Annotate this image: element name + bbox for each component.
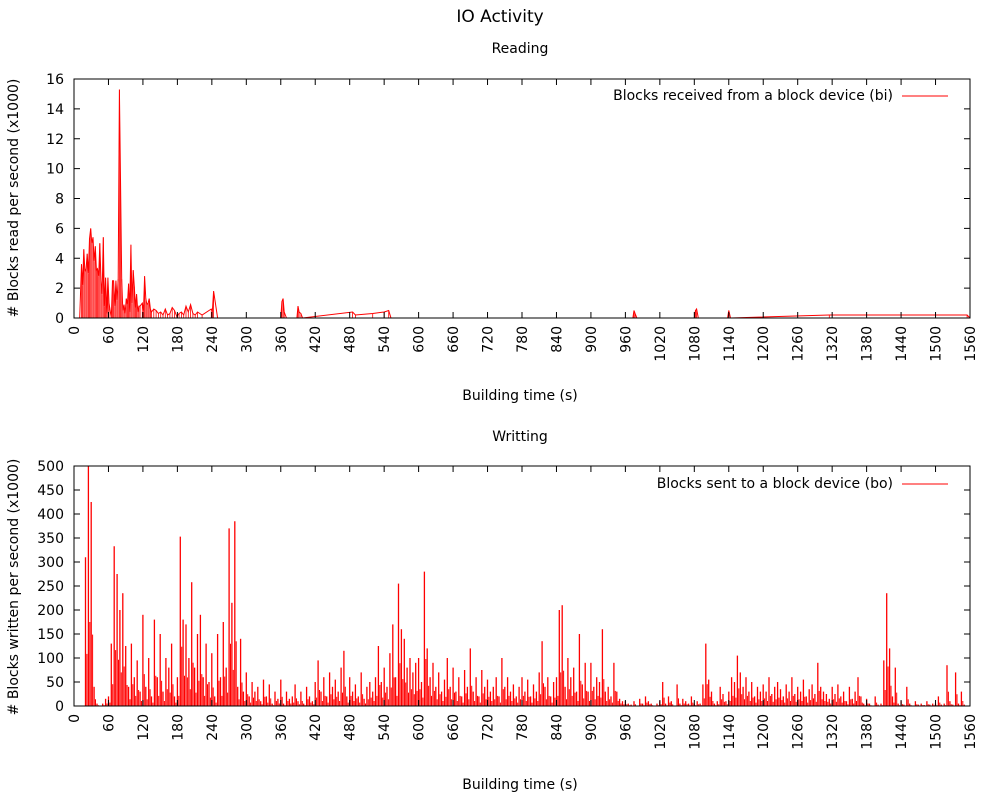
writing-y-tick-label: 400 — [37, 507, 64, 523]
writing-x-tick-label: 300 — [239, 714, 255, 741]
reading-x-tick-label: 840 — [549, 326, 565, 353]
writing-x-tick-label: 900 — [584, 714, 600, 741]
reading-series-line — [79, 89, 971, 319]
writing-legend-label: Blocks sent to a block device (bo) — [657, 476, 893, 492]
writing-y-tick-label: 450 — [37, 483, 64, 499]
figure-title: IO Activity — [456, 7, 543, 27]
writing-x-tick-label: 1500 — [929, 714, 945, 750]
reading-y-tick-label: 8 — [55, 192, 64, 208]
reading-series — [79, 89, 971, 319]
reading-y-tick-label: 12 — [46, 132, 64, 148]
reading-x-tick-label: 1080 — [687, 326, 703, 362]
writing-x-tick-label: 420 — [308, 714, 324, 741]
reading-x-tick-label: 240 — [205, 326, 221, 353]
writing-x-tick-label: 1140 — [722, 714, 738, 750]
writing-x-tick-label: 0 — [67, 714, 83, 723]
reading-x-tick-label: 480 — [343, 326, 359, 353]
writing-x-tick-label: 1260 — [791, 714, 807, 750]
writing-y-tick-label: 0 — [55, 699, 64, 715]
reading-plot-frame — [73, 78, 971, 319]
reading-x-tick-label: 1500 — [929, 326, 945, 362]
writing-x-tick-label: 120 — [136, 714, 152, 741]
reading-y-tick-label: 14 — [46, 102, 64, 118]
reading-x-tick-label: 720 — [481, 326, 497, 353]
reading-x-tick-label: 1440 — [894, 326, 910, 362]
writing-x-tick-label: 1440 — [894, 714, 910, 750]
reading-x-tick-label: 1140 — [722, 326, 738, 362]
reading-x-tick-label: 1200 — [756, 326, 772, 362]
reading-y-tick-label: 2 — [55, 281, 64, 297]
writing-plot-title: Writting — [492, 429, 548, 445]
writing-x-tick-label: 60 — [101, 714, 117, 732]
writing-x-tick-label: 840 — [549, 714, 565, 741]
writing-x-tick-label: 360 — [274, 714, 290, 741]
writing-y-tick-label: 100 — [37, 651, 64, 667]
writing-plot-frame — [73, 465, 971, 707]
reading-y-tick-label: 0 — [55, 311, 64, 327]
reading-x-tick-label: 0 — [67, 326, 83, 335]
reading-plot: Reading Building time (s) # Blocks read … — [6, 41, 979, 404]
writing-x-tick-label: 240 — [205, 714, 221, 741]
writing-x-tick-label: 480 — [343, 714, 359, 741]
writing-y-axis-label: # Blocks written per second (x1000) — [6, 459, 22, 716]
reading-x-tick-label: 600 — [412, 326, 428, 353]
reading-x-tick-label: 1380 — [860, 326, 876, 362]
reading-x-tick-label: 1320 — [825, 326, 841, 362]
reading-x-tick-label: 1560 — [963, 326, 979, 362]
reading-x-tick-label: 1020 — [653, 326, 669, 362]
reading-x-tick-label: 780 — [515, 326, 531, 353]
reading-x-tick-label: 360 — [274, 326, 290, 353]
reading-y-tick-label: 10 — [46, 162, 64, 178]
writing-series — [84, 466, 967, 706]
writing-x-tick-label: 780 — [515, 714, 531, 741]
writing-x-tick-label: 1080 — [687, 714, 703, 750]
reading-x-tick-label: 120 — [136, 326, 152, 353]
writing-y-tick-label: 500 — [37, 459, 64, 475]
reading-x-tick-label: 420 — [308, 326, 324, 353]
reading-x-tick-label: 300 — [239, 326, 255, 353]
writing-y-tick-label: 150 — [37, 627, 64, 643]
writing-x-tick-label: 600 — [412, 714, 428, 741]
writing-x-tick-label: 720 — [481, 714, 497, 741]
writing-x-tick-label: 1020 — [653, 714, 669, 750]
reading-x-tick-label: 900 — [584, 326, 600, 353]
writing-y-tick-label: 250 — [37, 579, 64, 595]
reading-y-tick-label: 4 — [55, 251, 64, 267]
writing-y-tick-label: 350 — [37, 531, 64, 547]
reading-x-tick-label: 1260 — [791, 326, 807, 362]
writing-y-tick-label: 50 — [46, 675, 64, 691]
reading-y-tick-label: 16 — [46, 72, 64, 88]
writing-y-tick-label: 200 — [37, 603, 64, 619]
reading-x-tick-label: 540 — [377, 326, 393, 353]
reading-x-tick-label: 60 — [101, 326, 117, 344]
reading-x-tick-label: 660 — [446, 326, 462, 353]
writing-x-tick-label: 1320 — [825, 714, 841, 750]
reading-x-tick-label: 960 — [618, 326, 634, 353]
writing-x-tick-label: 1560 — [963, 714, 979, 750]
reading-x-axis-label: Building time (s) — [462, 388, 578, 404]
reading-plot-title: Reading — [492, 41, 549, 57]
reading-x-tick-label: 180 — [170, 326, 186, 353]
writing-x-tick-label: 1380 — [860, 714, 876, 750]
writing-plot: Writting Building time (s) # Blocks writ… — [6, 429, 979, 793]
reading-y-axis-label: # Blocks read per second (x1000) — [6, 79, 22, 318]
writing-x-tick-label: 660 — [446, 714, 462, 741]
writing-x-tick-label: 540 — [377, 714, 393, 741]
reading-y-tick-label: 6 — [55, 221, 64, 237]
writing-x-tick-label: 1200 — [756, 714, 772, 750]
reading-legend-label: Blocks received from a block device (bi) — [613, 88, 893, 104]
writing-x-axis-label: Building time (s) — [462, 777, 578, 793]
writing-y-tick-label: 300 — [37, 555, 64, 571]
writing-x-tick-label: 960 — [618, 714, 634, 741]
writing-x-tick-label: 180 — [170, 714, 186, 741]
